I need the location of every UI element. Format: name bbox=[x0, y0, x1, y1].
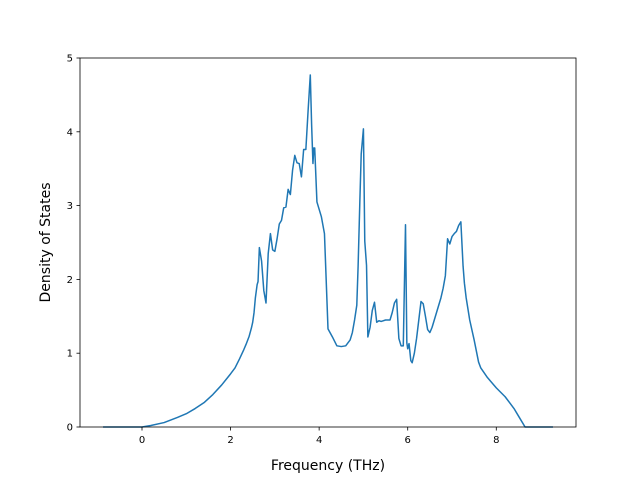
dos-series-line bbox=[103, 74, 553, 428]
x-tick-label: 2 bbox=[227, 435, 233, 446]
x-tick-label: 0 bbox=[139, 435, 145, 446]
x-tick-label: 8 bbox=[493, 435, 499, 446]
x-tick-label: 4 bbox=[316, 435, 322, 446]
y-tick-label: 2 bbox=[67, 275, 73, 286]
y-tick-label: 0 bbox=[67, 423, 73, 434]
y-tick-label: 1 bbox=[67, 349, 73, 360]
y-tick-label: 4 bbox=[67, 127, 73, 138]
y-axis-ticks: 0 1 2 3 4 5 bbox=[67, 54, 80, 434]
y-axis-label: Density of States bbox=[38, 183, 54, 303]
plot-content bbox=[103, 74, 553, 428]
x-axis-label: Frequency (THz) bbox=[271, 458, 385, 474]
x-tick-label: 6 bbox=[405, 435, 411, 446]
plot-frame bbox=[79, 57, 577, 428]
y-tick-label: 5 bbox=[67, 54, 73, 65]
x-axis-ticks: 0 2 4 6 8 bbox=[139, 427, 499, 446]
y-tick-label: 3 bbox=[67, 201, 73, 212]
